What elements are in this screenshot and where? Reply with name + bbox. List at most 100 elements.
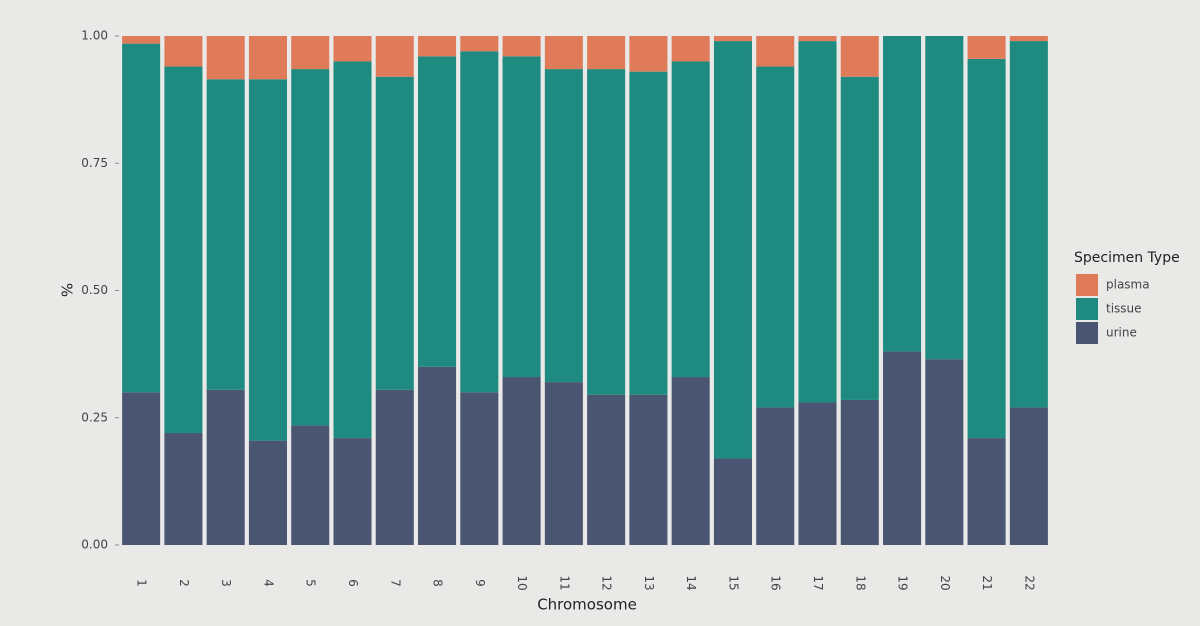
bar-segment	[206, 36, 245, 80]
bar-segment	[333, 438, 372, 545]
bar-segment	[587, 69, 626, 395]
bar-segment	[756, 407, 795, 545]
bar-segment	[756, 36, 795, 67]
x-tick-label: 12	[600, 575, 614, 590]
bar-segment	[925, 359, 964, 545]
x-tick-label: 8	[431, 579, 445, 587]
bar-segment	[967, 438, 1006, 545]
bar-segment	[333, 61, 372, 439]
x-tick-label: 16	[769, 575, 783, 590]
bar-segment	[375, 76, 414, 390]
bar-segment	[248, 36, 287, 80]
bar-segment	[291, 69, 330, 426]
bar-segment	[375, 36, 414, 77]
bar-segment	[629, 394, 668, 545]
bar-segment	[1009, 36, 1048, 42]
bar-segment	[502, 377, 541, 545]
bar-segment	[291, 425, 330, 545]
bar-segment	[883, 36, 922, 352]
bar-segment	[248, 79, 287, 441]
bar-segment	[756, 66, 795, 408]
bar-segment	[883, 351, 922, 545]
bar-segment	[967, 36, 1006, 59]
bar-segment	[967, 58, 1006, 439]
bar-segment	[544, 36, 583, 70]
legend-label: tissue	[1106, 302, 1142, 316]
x-tick-label: 19	[896, 575, 910, 590]
bar-segment	[502, 56, 541, 378]
bar-segment	[840, 399, 879, 545]
x-tick-label: 7	[388, 579, 402, 587]
x-tick-label: 22	[1022, 575, 1036, 590]
bar-segment	[671, 36, 710, 62]
bar-segment	[713, 36, 752, 42]
legend-swatch	[1076, 322, 1098, 344]
bar-segment	[798, 41, 837, 403]
x-tick-label: 1	[135, 579, 149, 587]
bar-segment	[418, 56, 457, 367]
legend-swatch	[1076, 274, 1098, 296]
bar-segment	[840, 76, 879, 400]
bar-segment	[418, 36, 457, 57]
legend-label: urine	[1106, 326, 1137, 340]
bar-segment	[671, 377, 710, 545]
bar-segment	[164, 433, 203, 545]
x-axis-title: Chromosome	[537, 596, 637, 614]
bar-segment	[713, 458, 752, 545]
x-tick-label: 2	[177, 579, 191, 587]
x-tick-label: 3	[219, 579, 233, 587]
bar-segment	[375, 389, 414, 545]
x-tick-label: 14	[684, 575, 698, 590]
bar-segment	[460, 51, 499, 393]
x-tick-label: 17	[811, 575, 825, 590]
y-tick-label: 0.50	[81, 283, 108, 297]
legend-label: plasma	[1106, 278, 1150, 292]
y-axis-title: %	[58, 283, 76, 297]
bar-segment	[840, 36, 879, 77]
bar-segment	[1009, 41, 1048, 408]
bar-segment	[418, 366, 457, 545]
x-tick-label: 21	[980, 575, 994, 590]
bar-segment	[333, 36, 372, 62]
bar-segment	[1009, 407, 1048, 545]
bar-segment	[460, 392, 499, 545]
x-tick-label: 13	[642, 575, 656, 590]
bar-segment	[587, 394, 626, 545]
y-tick-label: 0.75	[81, 156, 108, 170]
legend-title: Specimen Type	[1074, 250, 1180, 266]
bar-segment	[291, 36, 330, 70]
x-tick-label: 20	[938, 575, 952, 590]
bar-segment	[713, 41, 752, 459]
bar-segment	[502, 36, 541, 57]
x-tick-label: 4	[261, 579, 275, 587]
x-tick-label: 11	[557, 575, 571, 590]
y-tick-label: 0.25	[81, 410, 108, 424]
bar-segment	[544, 69, 583, 383]
bar-segment	[164, 66, 203, 434]
bar-segment	[925, 36, 964, 360]
x-tick-label: 18	[853, 575, 867, 590]
x-tick-label: 15	[726, 575, 740, 590]
bar-segment	[798, 36, 837, 42]
x-tick-label: 10	[515, 575, 529, 590]
bar-segment	[206, 79, 245, 390]
bar-segment	[671, 61, 710, 378]
bar-segment	[629, 71, 668, 395]
legend-swatch	[1076, 298, 1098, 320]
bar-segment	[206, 389, 245, 545]
bar-segment	[587, 36, 626, 70]
bar-segment	[460, 36, 499, 52]
bar-segment	[164, 36, 203, 67]
bar-segment	[798, 402, 837, 545]
y-tick-label: 0.00	[81, 538, 108, 552]
bar-segment	[122, 36, 161, 44]
bar-segment	[122, 43, 161, 393]
bar-segment	[629, 36, 668, 72]
x-tick-label: 9	[473, 579, 487, 587]
x-tick-label: 5	[304, 579, 318, 587]
bar-segment	[544, 382, 583, 545]
bar-segment	[248, 440, 287, 545]
bar-segment	[122, 392, 161, 545]
x-tick-label: 6	[346, 579, 360, 587]
